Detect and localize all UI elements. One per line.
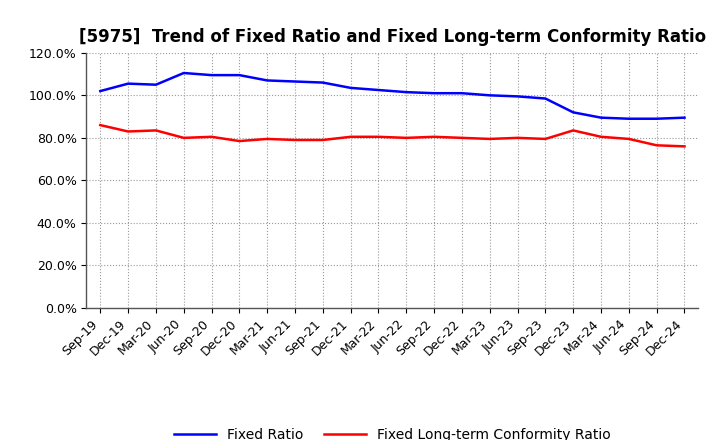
Fixed Ratio bbox=[346, 85, 355, 91]
Fixed Ratio bbox=[374, 88, 383, 93]
Fixed Ratio bbox=[541, 96, 550, 101]
Fixed Ratio bbox=[624, 116, 633, 121]
Fixed Long-term Conformity Ratio bbox=[318, 137, 327, 143]
Fixed Long-term Conformity Ratio bbox=[124, 129, 132, 134]
Fixed Long-term Conformity Ratio bbox=[624, 136, 633, 142]
Fixed Long-term Conformity Ratio bbox=[374, 134, 383, 139]
Fixed Ratio bbox=[124, 81, 132, 86]
Fixed Ratio bbox=[179, 70, 188, 76]
Fixed Long-term Conformity Ratio bbox=[152, 128, 161, 133]
Fixed Long-term Conformity Ratio bbox=[235, 139, 243, 144]
Line: Fixed Ratio: Fixed Ratio bbox=[100, 73, 685, 119]
Fixed Long-term Conformity Ratio bbox=[597, 134, 606, 139]
Fixed Long-term Conformity Ratio bbox=[513, 135, 522, 140]
Fixed Ratio bbox=[291, 79, 300, 84]
Fixed Long-term Conformity Ratio bbox=[458, 135, 467, 140]
Fixed Ratio bbox=[513, 94, 522, 99]
Fixed Long-term Conformity Ratio bbox=[652, 143, 661, 148]
Fixed Ratio bbox=[680, 115, 689, 120]
Fixed Long-term Conformity Ratio bbox=[680, 144, 689, 149]
Line: Fixed Long-term Conformity Ratio: Fixed Long-term Conformity Ratio bbox=[100, 125, 685, 147]
Fixed Long-term Conformity Ratio bbox=[263, 136, 271, 142]
Title: [5975]  Trend of Fixed Ratio and Fixed Long-term Conformity Ratio: [5975] Trend of Fixed Ratio and Fixed Lo… bbox=[78, 28, 706, 46]
Fixed Ratio bbox=[207, 73, 216, 78]
Fixed Ratio bbox=[458, 91, 467, 96]
Fixed Ratio bbox=[96, 88, 104, 94]
Fixed Ratio bbox=[597, 115, 606, 120]
Fixed Long-term Conformity Ratio bbox=[541, 136, 550, 142]
Fixed Long-term Conformity Ratio bbox=[569, 128, 577, 133]
Legend: Fixed Ratio, Fixed Long-term Conformity Ratio: Fixed Ratio, Fixed Long-term Conformity … bbox=[168, 422, 616, 440]
Fixed Ratio bbox=[402, 89, 410, 95]
Fixed Long-term Conformity Ratio bbox=[96, 122, 104, 128]
Fixed Ratio bbox=[430, 91, 438, 96]
Fixed Ratio bbox=[318, 80, 327, 85]
Fixed Long-term Conformity Ratio bbox=[430, 134, 438, 139]
Fixed Long-term Conformity Ratio bbox=[291, 137, 300, 143]
Fixed Long-term Conformity Ratio bbox=[207, 134, 216, 139]
Fixed Ratio bbox=[152, 82, 161, 87]
Fixed Long-term Conformity Ratio bbox=[485, 136, 494, 142]
Fixed Long-term Conformity Ratio bbox=[402, 135, 410, 140]
Fixed Ratio bbox=[235, 73, 243, 78]
Fixed Ratio bbox=[263, 78, 271, 83]
Fixed Ratio bbox=[652, 116, 661, 121]
Fixed Ratio bbox=[569, 110, 577, 115]
Fixed Ratio bbox=[485, 93, 494, 98]
Fixed Long-term Conformity Ratio bbox=[346, 134, 355, 139]
Fixed Long-term Conformity Ratio bbox=[179, 135, 188, 140]
